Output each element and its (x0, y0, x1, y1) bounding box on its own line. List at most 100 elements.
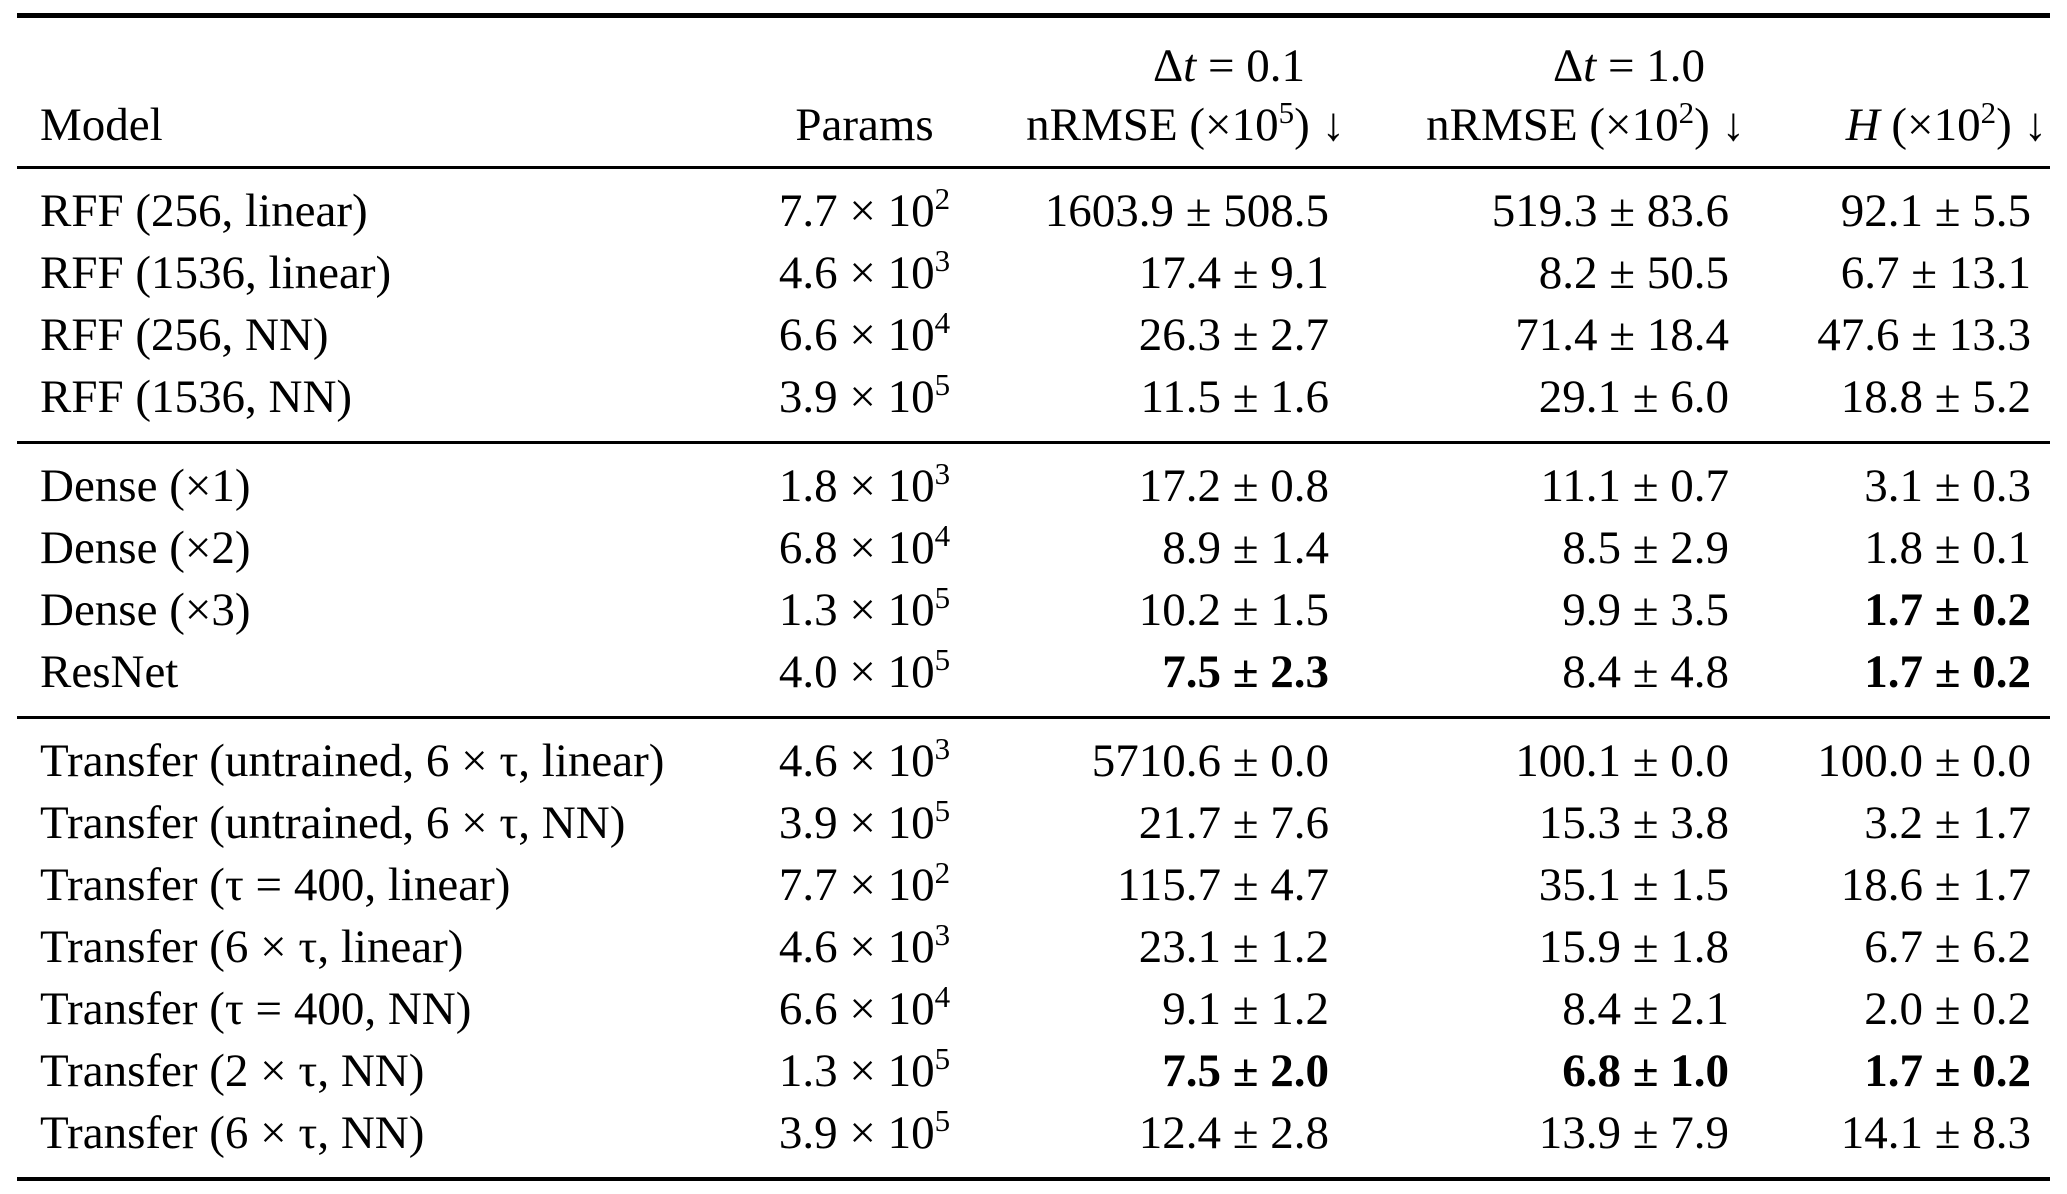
nrmse-dt10-value: 8.5 ± 2.9 (1562, 522, 1729, 575)
down-arrow-icon: ) ↓ (1996, 98, 2047, 151)
nrmse-dt10-value: 71.4 ± 18.4 (1515, 309, 1729, 362)
model-name: Transfer (τ = 400, linear) (40, 859, 511, 912)
params-value: 4.0 × 105 (778, 642, 951, 699)
group-header-dt-0-1: Δt = 0.1 (1012, 40, 1345, 93)
h-value: 14.1 ± 8.3 (1840, 1107, 2031, 1160)
exponent: 5 (934, 793, 951, 829)
h-value: 1.8 ± 0.1 (1864, 522, 2031, 575)
h-value: 18.6 ± 1.7 (1840, 859, 2031, 912)
model-name: Transfer (2 × τ, NN) (40, 1045, 425, 1098)
h-value: 3.1 ± 0.3 (1748, 441, 2050, 518)
t-variable: t (1583, 40, 1597, 92)
params-value: 1.3 × 105 (778, 580, 951, 637)
nrmse-dt10-value: 15.9 ± 1.8 (1538, 921, 1729, 974)
exponent: 4 (934, 979, 951, 1015)
nrmse-dt10-value: 100.1 ± 0.0 (1348, 716, 1748, 793)
col-header-nrmse-dt10: Δt = 1.0 nRMSE (×102) ↓ (1348, 15, 1748, 170)
table-row: Dense (×3) 1.3 × 105 10.2 ± 1.5 9.9 ± 3.… (17, 579, 2050, 641)
h-variable: H (1845, 98, 1880, 151)
results-table: Model Params Δt = 0.1 nRMSE (×105) ↓ Δt … (17, 13, 2050, 1182)
transfer-block: Transfer (untrained, 6 × τ, linear) 4.6 … (17, 716, 2050, 1180)
nrmse-dt10-value: 29.1 ± 6.0 (1538, 371, 1729, 424)
down-arrow-icon: ) ↓ (1694, 98, 1745, 151)
model-name: RFF (256, NN) (40, 309, 329, 362)
nrmse-dt10-value: 13.9 ± 7.9 (1538, 1107, 1729, 1160)
metric-header-nrmse-e2: nRMSE (×102) ↓ (1426, 94, 1745, 151)
nrmse-dt01-value-best: 7.5 ± 2.3 (1162, 646, 1329, 699)
nrmse-dt10-value: 8.4 ± 4.8 (1562, 646, 1729, 699)
t-variable: t (1183, 40, 1197, 92)
params-value: 3.9 × 105 (778, 1103, 951, 1160)
table-row: Transfer (untrained, 6 × τ, linear) 4.6 … (17, 716, 2050, 793)
table-row: RFF (256, NN) 6.6 × 104 26.3 ± 2.7 71.4 … (17, 304, 2050, 366)
table-header: Model Params Δt = 0.1 nRMSE (×105) ↓ Δt … (17, 15, 2050, 170)
params-value: 6.8 × 104 (778, 518, 951, 575)
table-row: RFF (1536, NN) 3.9 × 105 11.5 ± 1.6 29.1… (17, 366, 2050, 443)
header-row: Model Params Δt = 0.1 nRMSE (×105) ↓ Δt … (17, 15, 2050, 170)
exponent: 5 (1278, 94, 1295, 130)
col-header-params: Params (717, 15, 1012, 170)
nrmse-dt01-value: 11.5 ± 1.6 (1140, 371, 1329, 424)
params-value: 6.6 × 104 (778, 305, 951, 362)
h-value: 18.8 ± 5.2 (1840, 371, 2031, 424)
h-value: 47.6 ± 13.3 (1817, 309, 2031, 362)
params-value: 7.7 × 102 (778, 181, 951, 238)
col-header-nrmse-dt01: Δt = 0.1 nRMSE (×105) ↓ (1012, 15, 1348, 170)
table-row: Transfer (untrained, 6 × τ, NN) 3.9 × 10… (17, 792, 2050, 854)
model-name: Dense (×1) (17, 441, 717, 518)
model-name: Transfer (τ = 400, NN) (40, 983, 472, 1036)
params-value: 3.9 × 105 (778, 793, 951, 850)
exponent: 3 (934, 917, 951, 953)
h-value: 92.1 ± 5.5 (1840, 185, 2031, 238)
exponent: 4 (934, 518, 951, 554)
nrmse-dt10-value: 8.4 ± 2.1 (1562, 983, 1729, 1036)
params-value: 1.3 × 105 (778, 1041, 951, 1098)
table-row: Transfer (τ = 400, linear) 7.7 × 102 115… (17, 854, 2050, 916)
model-name: Dense (×2) (40, 522, 251, 575)
nrmse-dt10-value: 9.9 ± 3.5 (1562, 584, 1729, 637)
exponent: 2 (1980, 94, 1997, 130)
exponent: 5 (934, 1041, 951, 1077)
nrmse-dt10-value: 519.3 ± 83.6 (1491, 185, 1729, 238)
params-value: 6.6 × 104 (778, 979, 951, 1036)
nrmse-dt01-value: 1603.9 ± 508.5 (1044, 185, 1329, 238)
params-value: 4.6 × 103 (778, 917, 951, 974)
nrmse-dt01-value: 10.2 ± 1.5 (1138, 584, 1329, 637)
metric-header-nrmse-e5: nRMSE (×105) ↓ (1026, 94, 1345, 151)
exponent: 2 (934, 855, 951, 891)
nrmse-dt01-value: 9.1 ± 1.2 (1162, 983, 1329, 1036)
nrmse-dt10-value: 11.1 ± 0.7 (1348, 441, 1748, 518)
nrmse-dt01-value-best: 7.5 ± 2.0 (1162, 1045, 1329, 1098)
exponent: 5 (934, 642, 951, 678)
nrmse-dt01-value: 26.3 ± 2.7 (1138, 309, 1329, 362)
dt10-value-text: = 1.0 (1596, 40, 1705, 92)
model-name: Transfer (untrained, 6 × τ, NN) (40, 797, 626, 850)
exponent: 2 (1678, 94, 1695, 130)
table-row: Transfer (6 × τ, linear) 4.6 × 103 23.1 … (17, 916, 2050, 978)
model-name: RFF (1536, linear) (40, 247, 392, 300)
nrmse-dt01-value: 23.1 ± 1.2 (1138, 921, 1329, 974)
exponent: 3 (934, 731, 951, 767)
params-value: 1.8 × 103 (717, 441, 1012, 518)
table-row: ResNet 4.0 × 105 7.5 ± 2.3 8.4 ± 4.8 1.7… (17, 641, 2050, 718)
params-value: 7.7 × 102 (778, 855, 951, 912)
params-value: 4.6 × 103 (778, 243, 951, 300)
h-value: 6.7 ± 6.2 (1864, 921, 2031, 974)
dense-block: Dense (×1) 1.8 × 103 17.2 ± 0.8 11.1 ± 0… (17, 441, 2050, 718)
exponent: 5 (934, 580, 951, 616)
exponent: 2 (934, 181, 951, 217)
nrmse-dt01-value: 8.9 ± 1.4 (1162, 522, 1329, 575)
nrmse-dt10-value: 8.2 ± 50.5 (1538, 247, 1729, 300)
col-header-model: Model (17, 15, 717, 170)
model-name: RFF (1536, NN) (40, 371, 353, 424)
table-row: Dense (×2) 6.8 × 104 8.9 ± 1.4 8.5 ± 2.9… (17, 517, 2050, 579)
nrmse-dt01-value: 17.2 ± 0.8 (1012, 441, 1348, 518)
table-row: Dense (×1) 1.8 × 103 17.2 ± 0.8 11.1 ± 0… (17, 441, 2050, 518)
model-name: Transfer (untrained, 6 × τ, linear) (17, 716, 717, 793)
exponent: 3 (934, 243, 951, 279)
h-value-best: 1.7 ± 0.2 (1864, 1045, 2031, 1098)
delta-symbol: Δ (1552, 40, 1584, 92)
h-value: 6.7 ± 13.1 (1840, 247, 2031, 300)
exponent: 5 (934, 1103, 951, 1139)
nrmse-dt10-value: 15.3 ± 3.8 (1538, 797, 1729, 850)
